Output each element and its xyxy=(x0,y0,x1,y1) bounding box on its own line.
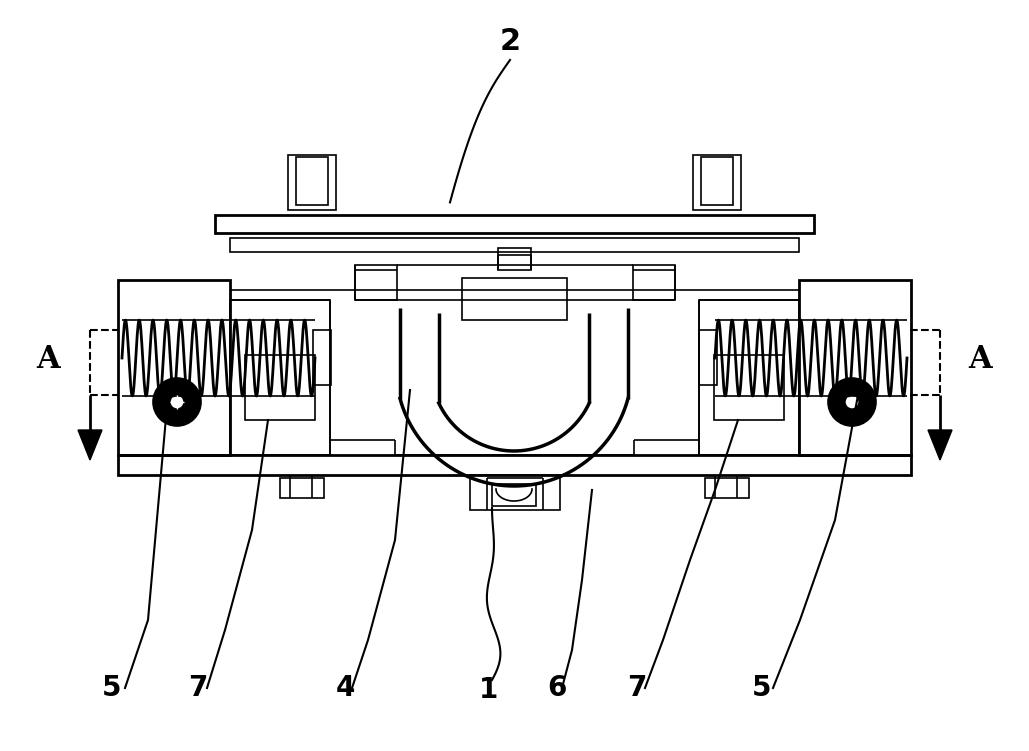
Text: 5: 5 xyxy=(102,674,121,702)
Bar xyxy=(313,330,331,385)
Bar xyxy=(701,157,733,205)
Polygon shape xyxy=(78,430,102,460)
Bar xyxy=(462,278,567,320)
Bar xyxy=(492,484,536,506)
Text: 6: 6 xyxy=(547,674,567,702)
Bar xyxy=(470,475,560,510)
Bar xyxy=(118,280,230,455)
Bar xyxy=(799,280,911,455)
Text: 4: 4 xyxy=(335,674,355,702)
Bar xyxy=(699,300,799,455)
Bar xyxy=(355,265,397,300)
Bar xyxy=(230,300,330,455)
Polygon shape xyxy=(928,430,952,460)
Text: A: A xyxy=(36,345,60,376)
Bar xyxy=(288,155,336,210)
Bar xyxy=(633,265,675,300)
Text: 7: 7 xyxy=(628,674,646,702)
Text: 5: 5 xyxy=(752,674,772,702)
Text: 1: 1 xyxy=(478,676,498,704)
Bar xyxy=(215,215,814,233)
Bar xyxy=(118,455,911,475)
Bar xyxy=(498,248,531,270)
Circle shape xyxy=(153,378,201,426)
Bar xyxy=(699,330,717,385)
Text: 7: 7 xyxy=(188,674,208,702)
Text: A: A xyxy=(968,345,992,376)
Bar xyxy=(245,355,315,420)
Circle shape xyxy=(170,395,184,409)
Circle shape xyxy=(828,378,876,426)
Bar xyxy=(230,238,799,252)
Text: 2: 2 xyxy=(499,28,521,56)
Bar xyxy=(714,355,784,420)
Bar xyxy=(296,157,328,205)
Bar xyxy=(693,155,741,210)
Circle shape xyxy=(845,395,859,409)
Bar xyxy=(705,478,749,498)
Bar xyxy=(280,478,324,498)
